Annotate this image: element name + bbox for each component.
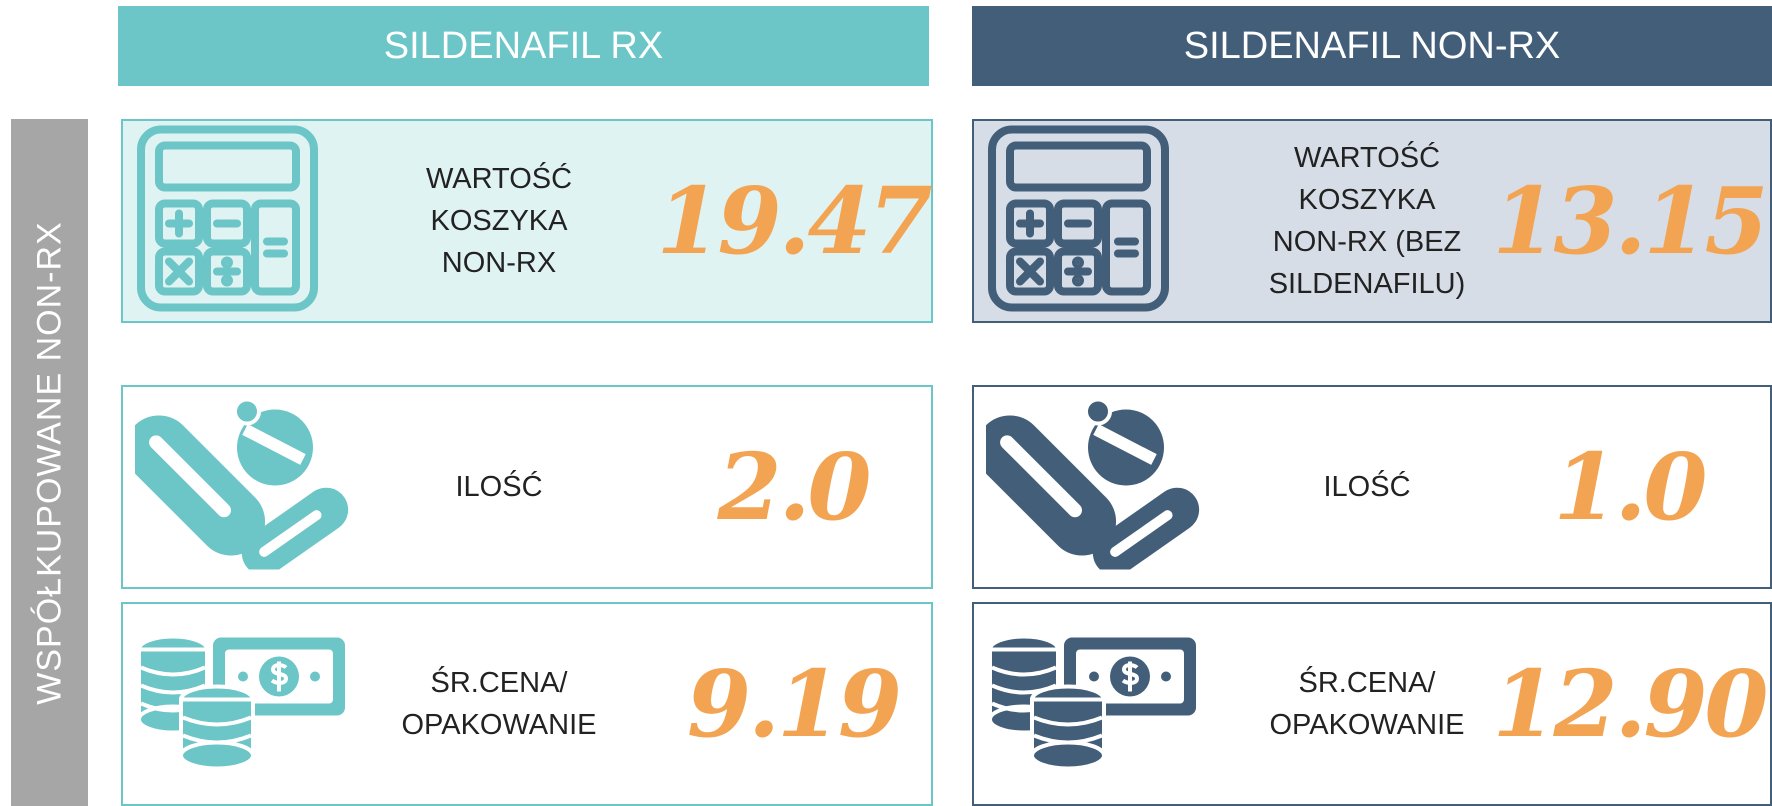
- metric-value: 12.90: [1492, 650, 1768, 758]
- metric-value: 13.15: [1492, 167, 1768, 275]
- metric-value: 9.19: [686, 650, 902, 758]
- metric-value: 19.47: [656, 167, 932, 275]
- metric-icon: [135, 124, 320, 319]
- metric-icon: [975, 397, 1201, 576]
- metric-value: 1.0: [1553, 433, 1707, 541]
- metric-label: ŚR.CENA/ OPAKOWANIE: [1269, 667, 1465, 741]
- column-header: SILDENAFIL RX: [118, 6, 929, 86]
- metric-card: ILOŚĆ 1.0: [972, 385, 1772, 589]
- column-header: SILDENAFIL NON-RX: [972, 6, 1772, 86]
- metric-card: WARTOŚĆ KOSZYKA NON-RX (BEZ SILDENAFILU)…: [972, 119, 1772, 323]
- metric-icon: [135, 632, 350, 777]
- metric-icon: [124, 397, 350, 576]
- metric-card: ŚR.CENA/ OPAKOWANIE 12.90: [972, 602, 1772, 806]
- metric-value: 2.0: [717, 433, 871, 541]
- metric-icon: [986, 124, 1171, 319]
- metric-label: WARTOŚĆ KOSZYKA NON-RX: [425, 163, 573, 279]
- metric-label: ŚR.CENA/ OPAKOWANIE: [401, 667, 597, 741]
- side-label: WSPÓŁKUPOWANE NON-RX: [30, 220, 68, 705]
- side-label-bar: WSPÓŁKUPOWANE NON-RX: [11, 119, 88, 806]
- metric-label: WARTOŚĆ KOSZYKA NON-RX (BEZ SILDENAFILU): [1268, 142, 1466, 300]
- metric-label: ILOŚĆ: [1323, 471, 1411, 503]
- metric-card: ŚR.CENA/ OPAKOWANIE 9.19: [121, 602, 933, 806]
- metric-card: ILOŚĆ 2.0: [121, 385, 933, 589]
- metric-card: WARTOŚĆ KOSZYKA NON-RX 19.47: [121, 119, 933, 323]
- metric-icon: [986, 632, 1201, 777]
- metric-label: ILOŚĆ: [455, 471, 543, 503]
